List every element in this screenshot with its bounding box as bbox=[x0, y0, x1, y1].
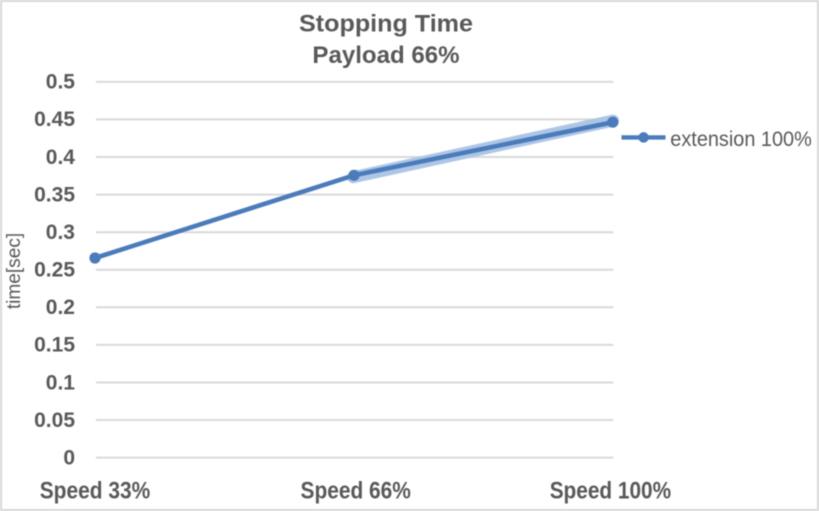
svg-text:0.45: 0.45 bbox=[34, 108, 75, 131]
svg-text:0.05: 0.05 bbox=[34, 409, 75, 432]
svg-text:Payload 66%: Payload 66% bbox=[312, 42, 459, 69]
svg-text:0.3: 0.3 bbox=[46, 221, 75, 244]
svg-text:extension 100%: extension 100% bbox=[670, 128, 812, 151]
svg-text:0: 0 bbox=[63, 446, 75, 469]
svg-text:time[sec]: time[sec] bbox=[4, 233, 25, 309]
svg-text:0.25: 0.25 bbox=[34, 258, 75, 281]
svg-text:0.1: 0.1 bbox=[46, 371, 76, 394]
svg-text:0.5: 0.5 bbox=[46, 71, 76, 94]
svg-text:Speed 66%: Speed 66% bbox=[301, 477, 411, 504]
svg-text:0.2: 0.2 bbox=[46, 296, 75, 319]
svg-text:0.4: 0.4 bbox=[46, 146, 76, 169]
svg-text:0.35: 0.35 bbox=[34, 183, 75, 206]
svg-text:Speed 33%: Speed 33% bbox=[40, 477, 151, 504]
svg-text:Speed 100%: Speed 100% bbox=[550, 477, 671, 504]
svg-text:0.15: 0.15 bbox=[34, 334, 75, 357]
svg-text:Stopping Time: Stopping Time bbox=[299, 11, 473, 38]
